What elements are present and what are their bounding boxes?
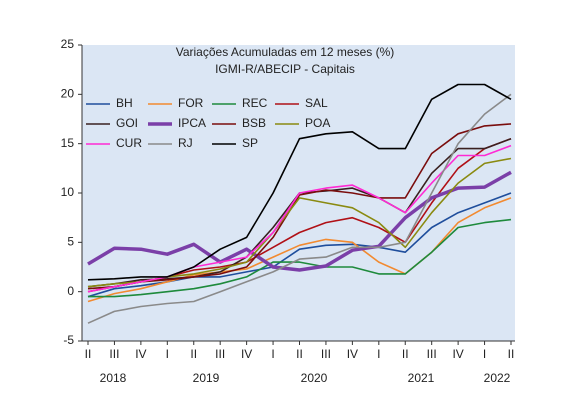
year-label: 2019 (193, 371, 220, 385)
y-tick-label: 15 (61, 136, 75, 150)
x-tick-label: II (402, 347, 409, 361)
series-line (87, 197, 512, 303)
x-tick-label: III (215, 347, 225, 361)
x-tick-label: III (427, 347, 437, 361)
series-line (87, 123, 512, 290)
x-tick-label: IV (241, 347, 252, 361)
year-label: 2021 (408, 371, 435, 385)
x-tick-label: III (109, 347, 119, 361)
legend-label: BSB (242, 116, 266, 130)
y-tick-label: 5 (67, 235, 74, 249)
series-line (87, 192, 512, 298)
year-label: 2018 (100, 371, 127, 385)
x-tick-label: II (508, 347, 515, 361)
legend-label: FOR (178, 96, 204, 110)
x-tick-label: II (296, 347, 303, 361)
x-tick-label: III (321, 347, 331, 361)
chart-title: Variações Acumuladas em 12 meses (%) (176, 45, 395, 59)
series-line (87, 170, 512, 272)
y-tick-label: -5 (63, 333, 74, 347)
y-tick-label: 20 (61, 87, 75, 101)
x-tick-label: II (190, 347, 197, 361)
legend-label: IPCA (178, 116, 206, 130)
x-tick-label: II (85, 347, 92, 361)
legend-label: RJ (178, 136, 193, 150)
legend-label: POA (305, 116, 330, 130)
series-line (87, 83, 512, 281)
chart-subtitle: IGMI-R/ABECIP - Capitais (215, 62, 355, 76)
year-label: 2020 (301, 371, 328, 385)
legend-label: CUR (116, 136, 142, 150)
x-tick-label: IV (135, 347, 146, 361)
x-tick-label: I (483, 347, 486, 361)
legend-label: SP (242, 136, 258, 150)
legend-label: BH (116, 96, 133, 110)
series-line (88, 218, 512, 298)
legend-label: SAL (305, 96, 328, 110)
legend-label: GOI (116, 116, 138, 130)
x-tick-label: IV (452, 347, 463, 361)
x-tick-label: I (377, 347, 380, 361)
y-tick-label: 0 (67, 284, 74, 298)
year-label: 2022 (484, 371, 511, 385)
series-line (87, 93, 512, 324)
y-tick-label: 10 (61, 185, 75, 199)
x-tick-label: I (166, 347, 169, 361)
x-tick-label: I (271, 347, 274, 361)
y-tick-label: 25 (61, 37, 75, 51)
series-line (87, 144, 512, 293)
legend-label: REC (242, 96, 268, 110)
x-tick-label: IV (347, 347, 358, 361)
